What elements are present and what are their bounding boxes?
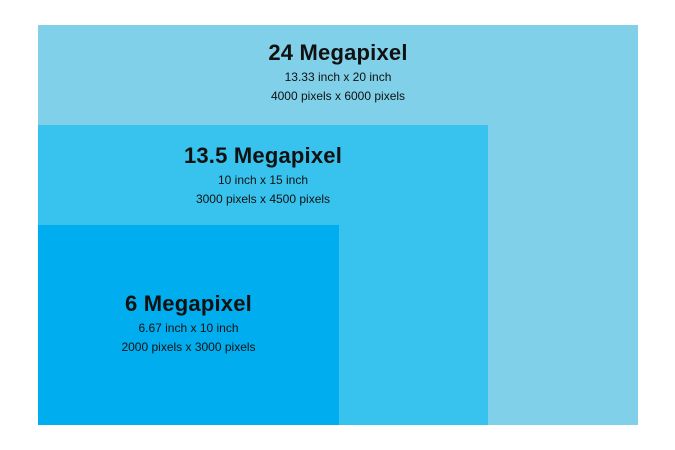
megapixel-6-print-size: 6.67 inch x 10 inch [138, 321, 239, 335]
megapixel-24-pixel-size: 4000 pixels x 6000 pixels [270, 89, 406, 103]
megapixel-6-pixel-size: 2000 pixels x 3000 pixels [121, 340, 256, 354]
megapixel-13-5-title: 13.5 Megapixel [183, 143, 343, 168]
megapixel-6-label-group: 6 Megapixel 6.67 inch x 10 inch 2000 pix… [38, 291, 339, 354]
megapixel-24-label-group: 24 Megapixel 13.33 inch x 20 inch 4000 p… [38, 40, 638, 103]
megapixel-24-print-size: 13.33 inch x 20 inch [284, 70, 392, 84]
megapixel-6-title: 6 Megapixel [125, 291, 252, 316]
megapixel-13-5-print-size: 10 inch x 15 inch [217, 173, 309, 187]
megapixel-13-5-label-group: 13.5 Megapixel 10 inch x 15 inch 3000 pi… [38, 143, 488, 206]
megapixel-24-title: 24 Megapixel [268, 40, 408, 65]
megapixel-6-box: 6 Megapixel 6.67 inch x 10 inch 2000 pix… [38, 225, 339, 425]
megapixel-13-5-pixel-size: 3000 pixels x 4500 pixels [195, 192, 331, 206]
